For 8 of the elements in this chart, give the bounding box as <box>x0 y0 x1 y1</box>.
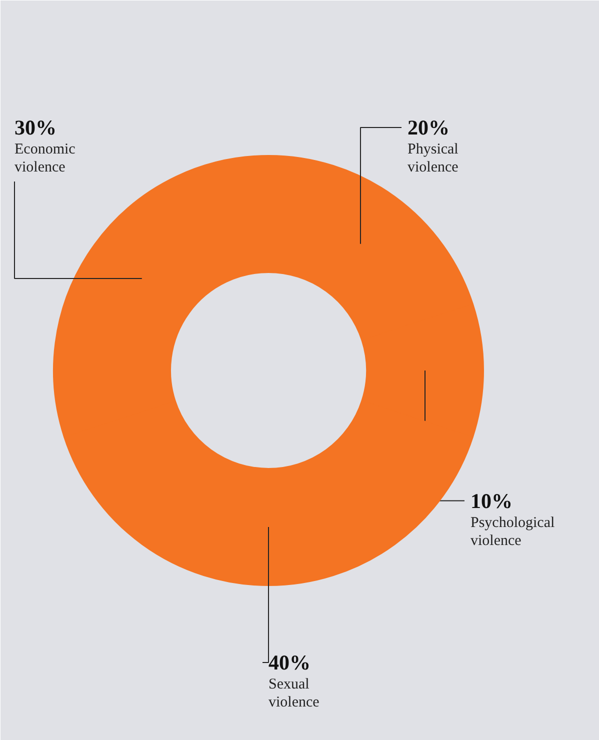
slice-label: Economic violence <box>14 142 76 176</box>
data-label: 40% <box>268 650 310 674</box>
slice-label: Sexual violence <box>268 676 320 710</box>
data-label: 30% <box>14 116 56 140</box>
data-label: 20% <box>408 116 450 140</box>
slice-label: Physical violence <box>408 142 459 176</box>
data-label: 10% <box>470 488 512 513</box>
slice-label: Psychological violence <box>470 514 555 549</box>
